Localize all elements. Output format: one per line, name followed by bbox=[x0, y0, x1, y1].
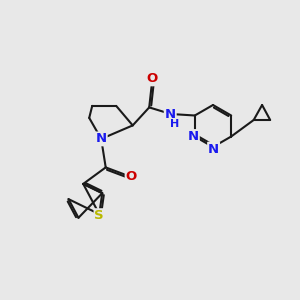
Text: O: O bbox=[126, 170, 137, 183]
Text: H: H bbox=[170, 118, 179, 129]
Text: N: N bbox=[188, 130, 199, 143]
Text: N: N bbox=[96, 132, 107, 146]
Text: O: O bbox=[147, 72, 158, 86]
Text: N: N bbox=[165, 108, 176, 122]
Text: S: S bbox=[94, 209, 104, 222]
Text: N: N bbox=[208, 142, 219, 156]
